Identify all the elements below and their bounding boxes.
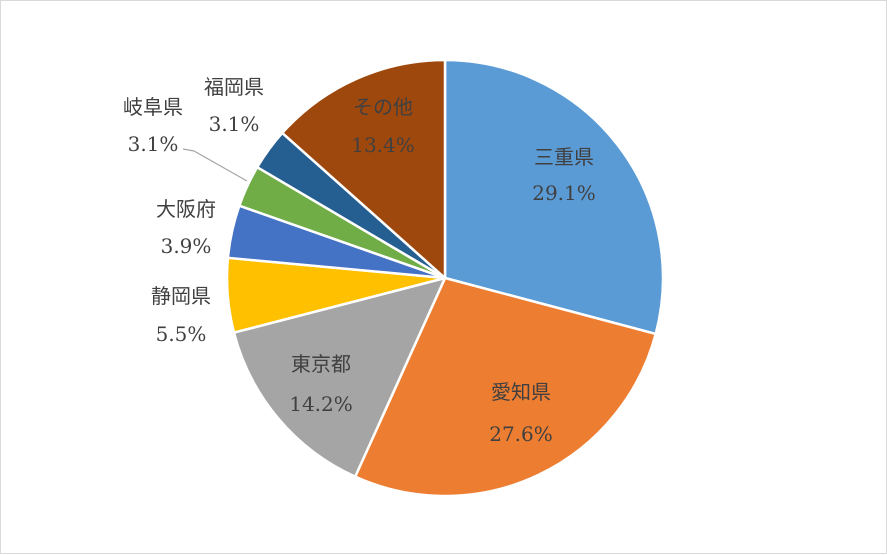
pie-slice-mie	[443, 58, 665, 336]
slice-value-fukuoka: 3.1%	[209, 112, 260, 136]
slice-label-shizuoka: 静岡県	[151, 284, 211, 308]
slice-value-other: 13.4%	[351, 133, 415, 157]
pie-slice-tokyo	[232, 276, 447, 478]
slice-value-aichi: 27.6%	[489, 422, 553, 446]
slice-label-aichi: 愛知県	[491, 380, 551, 404]
slice-value-tokyo: 14.2%	[289, 392, 353, 416]
pie-labels: 三重県 29.1% 愛知県 27.6% 東京都 14.2% 静岡県 5.5% 大…	[123, 75, 596, 446]
slice-value-mie: 29.1%	[532, 181, 596, 205]
leader-line-gifu	[182, 148, 248, 182]
pie-slice-aichi	[353, 276, 657, 498]
slice-value-shizuoka: 5.5%	[156, 322, 207, 346]
slice-label-fukuoka: 福岡県	[204, 75, 264, 99]
slice-label-gifu: 岐阜県	[123, 95, 183, 119]
pie-slices	[225, 58, 665, 498]
slice-label-mie: 三重県	[534, 145, 594, 169]
pie-slice-other	[281, 58, 447, 280]
slice-label-osaka: 大阪府	[156, 197, 216, 221]
slice-value-gifu: 3.1%	[128, 132, 179, 156]
slice-label-tokyo: 東京都	[291, 352, 351, 376]
slice-value-osaka: 3.9%	[161, 234, 212, 258]
slice-label-other: その他	[353, 95, 413, 119]
